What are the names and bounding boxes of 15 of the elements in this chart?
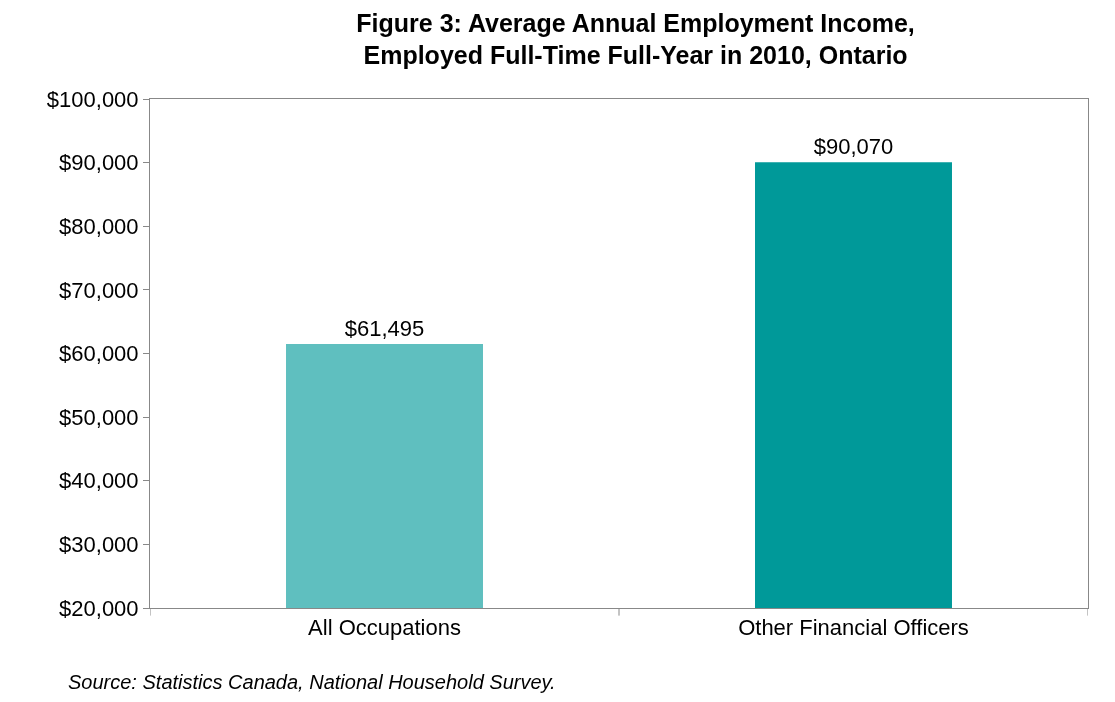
y-tick-label: $30,000 — [59, 532, 139, 558]
data-label: $90,070 — [813, 134, 894, 160]
data-label: $61,495 — [344, 315, 425, 341]
y-tick-label: $100,000 — [46, 86, 139, 112]
y-tick-label: $60,000 — [59, 341, 139, 367]
y-tick-label: $40,000 — [59, 468, 139, 494]
x-tick-label: Other Financial Officers — [738, 615, 969, 641]
y-tick-label: $50,000 — [59, 404, 139, 430]
y-tick-label: $80,000 — [59, 213, 139, 239]
source-note: Source: Statistics Canada, National Household Survey. — [68, 671, 556, 693]
chart-title: Figure 3: Average Annual Employment Income, Employed Full-Time Full-Year in 2010, Ontario — [356, 8, 915, 70]
y-tick-label: $20,000 — [59, 595, 139, 621]
y-tick-label: $90,000 — [59, 150, 139, 176]
y-tick-label: $70,000 — [59, 277, 139, 303]
x-tick-label: All Occupations — [308, 615, 461, 641]
